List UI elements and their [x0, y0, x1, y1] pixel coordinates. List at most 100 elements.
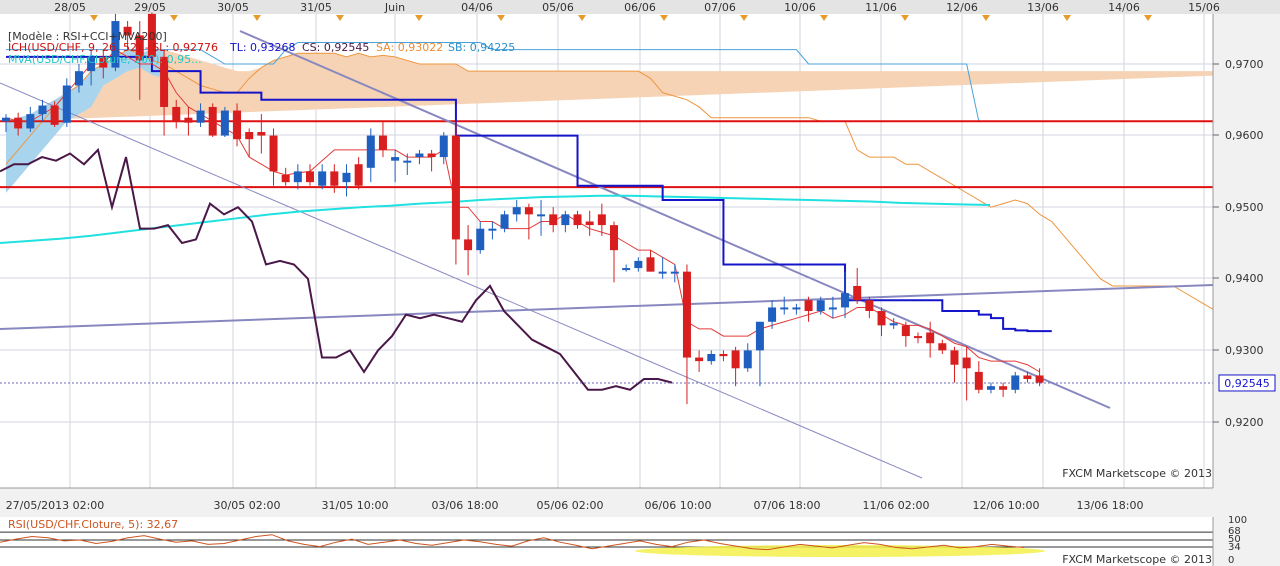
candle-bull: [707, 353, 716, 362]
candle-bear: [135, 35, 144, 61]
candle-bull: [670, 271, 679, 274]
candle-bear: [926, 332, 935, 344]
date-marker-icon: [1063, 15, 1071, 21]
candle-bear: [233, 110, 242, 140]
candle-bull: [74, 71, 83, 86]
candle-bear: [184, 117, 193, 123]
rsi-indicator: [0, 531, 1213, 557]
date-marker-icon: [497, 15, 505, 21]
date-marker-icon: [170, 15, 178, 21]
candle-bear: [549, 214, 558, 226]
current-price-box: [1218, 374, 1276, 392]
candle-bear: [682, 271, 691, 358]
candle-bear: [14, 117, 23, 129]
trend-line-down: [239, 30, 1111, 409]
legend-ichimoku: ICH(USD/CHF, 9, 26, 52) - SL: 0,92776: [8, 41, 218, 54]
price-tick-label: 0,9400: [1225, 272, 1264, 285]
chikou-line: [0, 147, 673, 391]
candle-bear: [610, 225, 618, 251]
legend-mva: MVA(USD/CHF.Cloture, 200): 0,95...: [8, 53, 202, 66]
candle-bull: [476, 228, 485, 251]
rsi-oversold-zone: [635, 545, 1045, 557]
top-date-label: 06/06: [624, 1, 656, 14]
candle-bear: [524, 207, 533, 215]
price-tick-label: 0,9200: [1225, 416, 1264, 429]
candle-bear: [172, 106, 181, 122]
candle-bear: [378, 135, 387, 150]
bottom-date-label: 11/06 02:00: [863, 499, 930, 512]
rsi-axis-label: 50: [1228, 534, 1241, 545]
candle-bull: [634, 260, 643, 269]
candle-bull: [318, 171, 327, 186]
watermark-main: FXCM Marketscope © 2013: [1062, 467, 1212, 480]
top-date-label: Juin: [384, 1, 405, 14]
price-axis-bg: [1213, 14, 1280, 488]
bottom-date-label: 03/06 18:00: [432, 499, 499, 512]
candle-bull: [537, 214, 546, 217]
rsi-panel: [0, 517, 1213, 566]
candle-bear: [354, 164, 363, 186]
candle-bull: [488, 228, 497, 231]
candle-bull: [391, 157, 400, 161]
date-marker-icon: [982, 15, 990, 21]
candle-bull: [87, 56, 96, 72]
rsi-label: RSI(USD/CHF.Cloture, 5): 32,67: [8, 518, 178, 531]
candle-bull: [658, 271, 667, 274]
kijun-line: [6, 55, 1052, 333]
top-date-axis: 28/05 29/05 30/05 31/05 Juin 04/06 05/06 06/06 0…: [0, 0, 1280, 21]
price-tick-label: 0,9300: [1225, 344, 1264, 357]
candle-bear: [281, 174, 290, 183]
bottom-date-axis: 27/05/2013 02:00 30/05 02:00 31/05 10:00 03…: [0, 487, 1280, 517]
date-marker-icon: [660, 15, 668, 21]
candle-bear: [695, 357, 704, 362]
legend-tl: TL: 0,93268: [229, 41, 296, 54]
candle-bear: [257, 132, 266, 136]
trend-line-flat: [0, 284, 1214, 330]
date-marker-icon: [336, 15, 344, 21]
top-date-label: 10/06: [784, 1, 816, 14]
rsi-axis-label: 34: [1228, 542, 1241, 553]
top-date-label: 07/06: [704, 1, 736, 14]
candle-bull: [342, 172, 351, 183]
bottom-date-label: 06/06 10:00: [645, 499, 712, 512]
rsi-axis-label: 100: [1228, 515, 1247, 526]
bottom-axis-bg: [0, 488, 1280, 517]
candle-bull: [293, 171, 302, 183]
legend-cs: CS: 0,92545: [302, 41, 369, 54]
candle-bull: [622, 268, 631, 271]
candle-bear: [427, 153, 436, 158]
channel-line: [0, 82, 923, 479]
candle-bear: [147, 13, 156, 57]
date-marker-icon: [90, 15, 98, 21]
candle-bull: [768, 307, 777, 322]
candle-bear: [123, 26, 132, 36]
candle-bull: [561, 214, 570, 226]
candle-bull: [1011, 375, 1020, 390]
candle-bull: [792, 307, 801, 310]
grid: [0, 14, 1213, 488]
date-marker-icon: [415, 15, 423, 21]
candle-bull: [816, 300, 825, 312]
date-marker-icon: [578, 15, 586, 21]
candle-bear: [208, 106, 217, 136]
candle-bull: [220, 110, 229, 136]
price-tick-label: 0,9500: [1225, 201, 1264, 214]
candle-bear: [573, 214, 582, 226]
candle-bull: [828, 307, 837, 310]
candle-bear: [1023, 375, 1032, 380]
top-date-label: 28/05: [54, 1, 86, 14]
candle-bear: [901, 325, 910, 337]
top-date-label: 11/06: [865, 1, 897, 14]
rsi-axis-label: 0: [1228, 555, 1234, 566]
candle-bear: [938, 343, 947, 351]
chart-legend: [Modèle : RSI+CCI+MVA200] ICH(USD/CHF, 9…: [8, 30, 515, 66]
candle-bear: [245, 132, 254, 140]
candle-bear: [731, 350, 740, 369]
top-date-label: 29/05: [134, 1, 166, 14]
candle-bull: [403, 160, 412, 163]
candle-bear: [950, 350, 959, 365]
candle-bull: [415, 153, 424, 158]
top-date-label: 05/06: [542, 1, 574, 14]
top-date-label: 15/06: [1188, 1, 1220, 14]
